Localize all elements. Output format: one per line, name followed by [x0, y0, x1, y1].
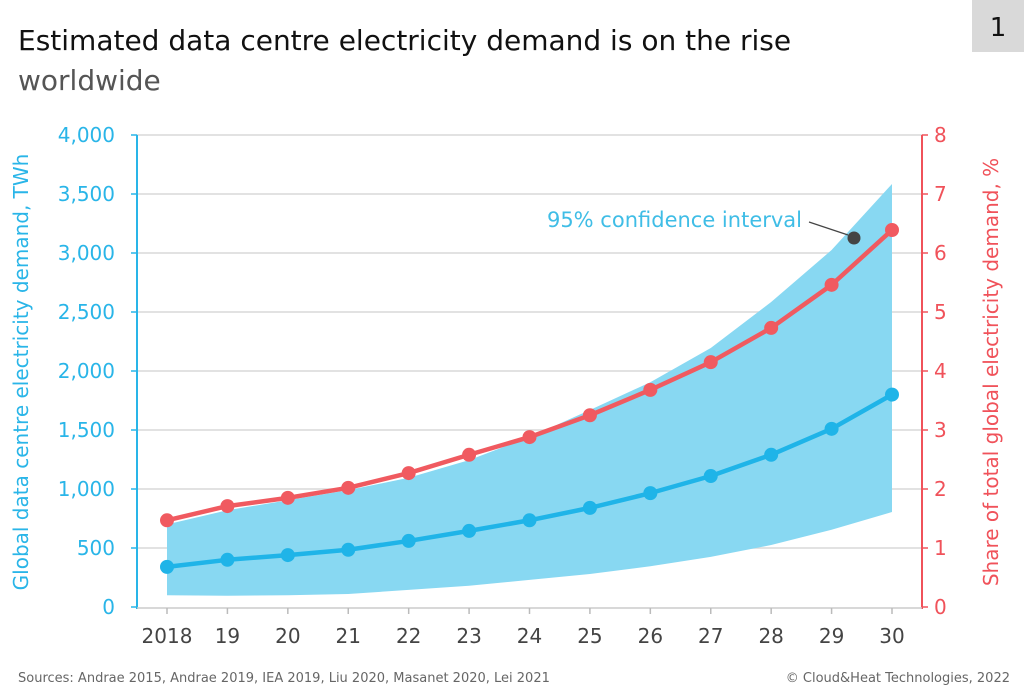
- page-number: 1: [990, 13, 1007, 43]
- demand-series-point: [160, 559, 174, 574]
- demand-series-point: [643, 486, 658, 501]
- y-axis-label: Global data centre electricity demand, T…: [9, 154, 33, 591]
- y-right-tick-label: 3: [934, 418, 947, 442]
- x-tick-label: 25: [577, 624, 602, 648]
- demand-series-point: [522, 513, 537, 528]
- share-series-point: [643, 382, 658, 397]
- y-tick-label: 1,500: [58, 418, 115, 442]
- demand-series-point: [582, 500, 597, 515]
- y-right-tick-label: 8: [934, 123, 947, 147]
- footer-sources: Sources: Andrae 2015, Andrae 2019, IEA 2…: [18, 671, 550, 686]
- share-series-point: [522, 430, 537, 445]
- x-tick-label: 26: [638, 624, 663, 648]
- chart-title: Estimated data centre electricity demand…: [18, 24, 791, 57]
- share-series-point: [280, 490, 295, 505]
- y-right-tick-label: 0: [934, 595, 947, 619]
- y-tick-label: 4,000: [58, 123, 115, 147]
- share-series-point: [703, 355, 718, 370]
- demand-series-point: [885, 387, 899, 402]
- share-series-point: [462, 447, 477, 462]
- x-tick-label: 21: [336, 624, 361, 648]
- y-right-tick-label: 6: [934, 241, 947, 265]
- annotation-dot: [847, 231, 861, 245]
- page-number-box: [972, 0, 1024, 52]
- annotation-leader: [808, 221, 849, 236]
- x-tick-label: 30: [879, 624, 904, 648]
- x-tick-label: 28: [758, 624, 783, 648]
- demand-series-point: [764, 447, 779, 462]
- x-tick-label: 19: [215, 624, 240, 648]
- x-tick-label: 27: [698, 624, 723, 648]
- y-right-tick-label: 1: [934, 536, 947, 560]
- x-tick-label: 22: [396, 624, 421, 648]
- share-series-point: [220, 499, 235, 514]
- y-axis-right-label: Share of total global electricity demand…: [979, 158, 1003, 586]
- band-annotation: 95% confidence interval: [547, 208, 802, 232]
- y-tick-label: 2,000: [58, 359, 115, 383]
- y-tick-label: 500: [77, 536, 115, 560]
- y-tick-label: 3,500: [58, 182, 115, 206]
- y-right-tick-label: 5: [934, 300, 947, 324]
- x-tick-label: 29: [819, 624, 844, 648]
- confidence-band: [167, 183, 892, 596]
- x-tick-label: 24: [517, 624, 542, 648]
- y-right-tick-label: 2: [934, 477, 947, 501]
- share-series-point: [341, 480, 356, 495]
- share-series-point: [885, 222, 899, 237]
- share-series-point: [824, 277, 839, 292]
- demand-series-point: [462, 523, 477, 538]
- share-series-point: [401, 466, 416, 481]
- y-tick-label: 2,500: [58, 300, 115, 324]
- footer-copyright: © Cloud&Heat Technologies, 2022: [786, 671, 1010, 686]
- demand-series-point: [220, 552, 235, 567]
- share-series-point: [582, 408, 597, 423]
- x-tick-label: 23: [456, 624, 481, 648]
- demand-series-point: [824, 421, 839, 436]
- y-tick-label: 3,000: [58, 241, 115, 265]
- demand-series-point: [401, 533, 416, 548]
- x-tick-label: 20: [275, 624, 300, 648]
- y-right-tick-label: 7: [934, 182, 947, 206]
- share-series-point: [764, 320, 779, 335]
- demand-series-point: [280, 548, 295, 563]
- demand-series-point: [703, 469, 718, 484]
- share-series-point: [160, 513, 174, 528]
- y-tick-label: 0: [102, 595, 115, 619]
- chart-subtitle: worldwide: [18, 64, 161, 97]
- demand-series-point: [341, 542, 356, 557]
- y-tick-label: 1,000: [58, 477, 115, 501]
- y-right-tick-label: 4: [934, 359, 947, 383]
- x-tick-label: 2018: [142, 624, 193, 648]
